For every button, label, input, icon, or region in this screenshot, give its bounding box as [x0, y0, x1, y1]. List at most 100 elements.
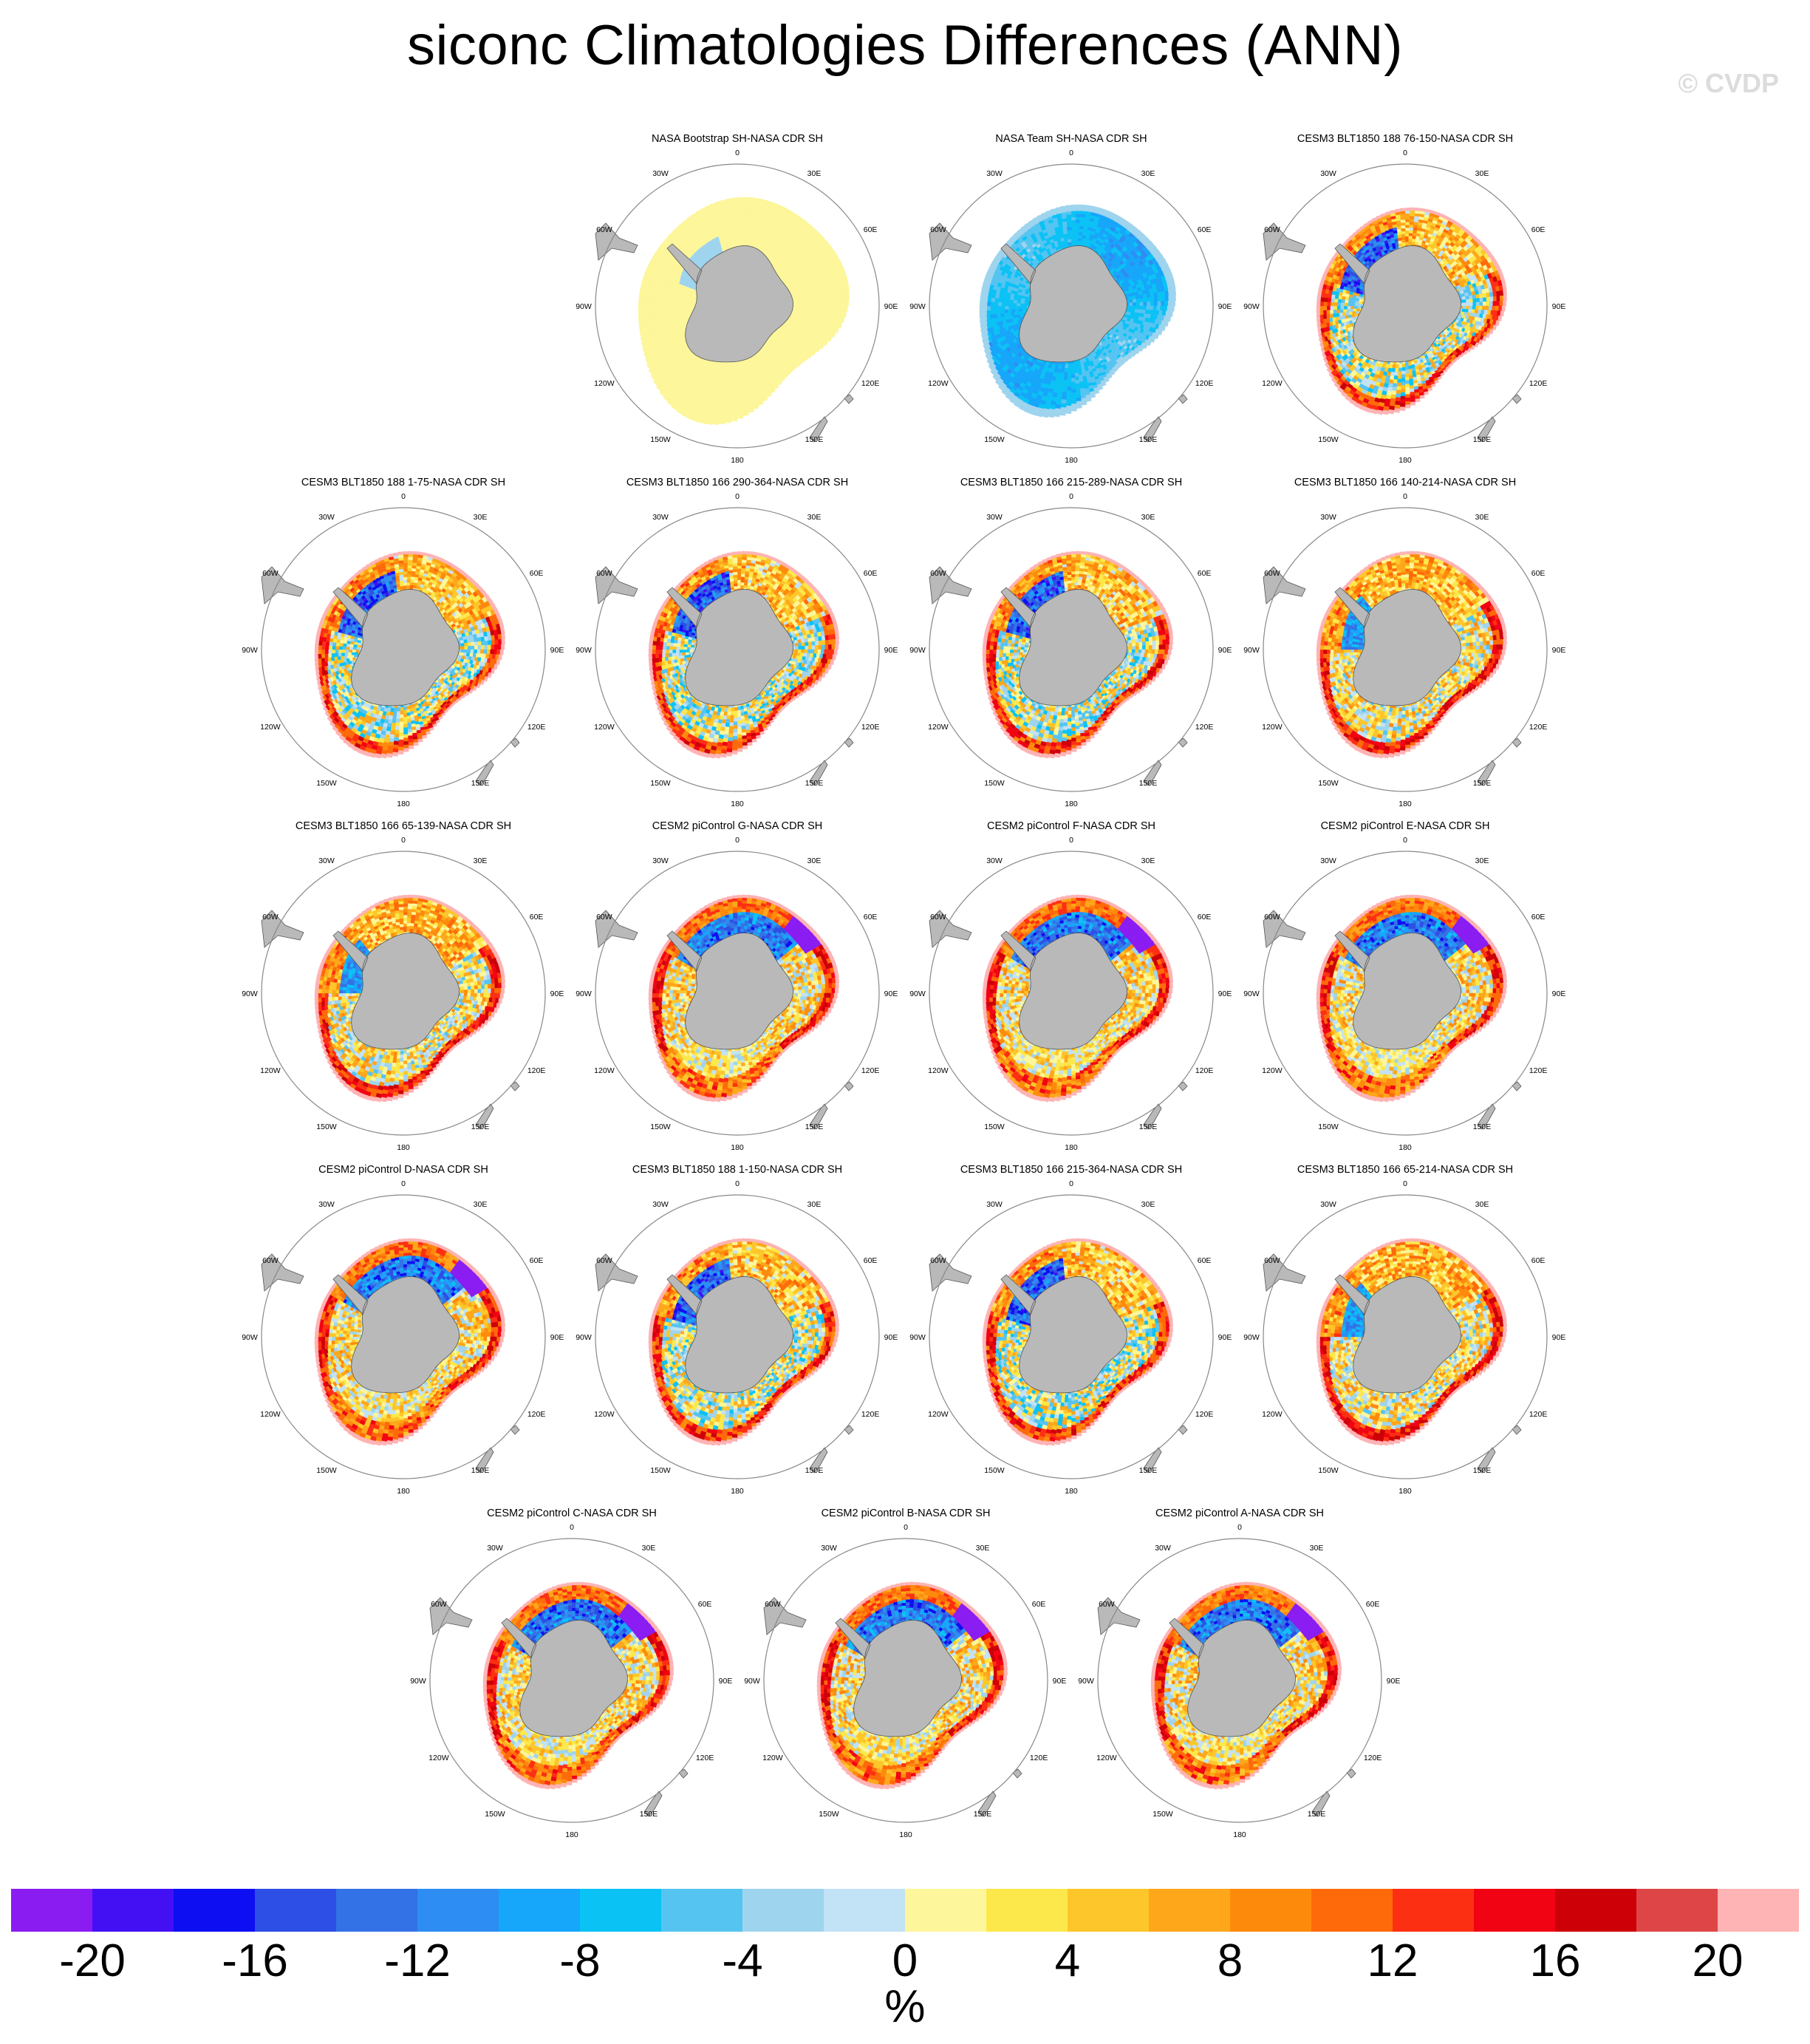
land-masses — [763, 1597, 1022, 1817]
longitude-label: 0 — [735, 149, 740, 157]
land-masses — [1263, 222, 1522, 443]
land-masses — [929, 566, 1188, 786]
longitude-label: 180 — [1065, 1487, 1078, 1496]
land-masses — [261, 1253, 520, 1474]
longitude-label: 60E — [1198, 913, 1212, 921]
map-boundary — [1097, 1538, 1382, 1823]
antarctica — [1000, 1274, 1127, 1394]
longitude-label: 60E — [1032, 1600, 1046, 1609]
longitude-label: 60E — [1531, 913, 1546, 921]
longitude-label: 150W — [316, 1466, 337, 1475]
polar-map: 0 30E 60E 90E 120E 150E 180 150W 120W 90W 60W 30W — [242, 836, 564, 1152]
longitude-label: 30W — [318, 513, 335, 522]
longitude-label: 30W — [1320, 856, 1336, 865]
longitude-label: 30E — [1475, 856, 1489, 865]
longitude-label: 90E — [1053, 1677, 1067, 1686]
antarctica — [666, 243, 793, 363]
antarctica — [1334, 243, 1461, 363]
longitude-label: 150E — [805, 1466, 824, 1475]
colorbar-swatch — [1718, 1889, 1799, 1932]
longitude-label: 150W — [984, 1466, 1005, 1475]
colorbar-swatch — [11, 1889, 93, 1932]
longitude-label: 150W — [819, 1810, 839, 1819]
longitude-label: 60W — [930, 1256, 946, 1265]
longitude-label: 120W — [928, 1410, 949, 1419]
longitude-label: 60E — [864, 225, 878, 234]
antarctica — [1334, 1274, 1461, 1394]
antarctica — [332, 930, 460, 1050]
antarctica — [1334, 930, 1461, 1050]
longitude-label: 120E — [861, 379, 880, 388]
longitude-label: 120W — [1262, 1066, 1283, 1075]
map-boundary — [929, 1194, 1214, 1479]
antarctica — [332, 1274, 460, 1394]
longitude-label: 0 — [1403, 836, 1407, 845]
tasmania — [844, 1425, 854, 1435]
south-america — [261, 1253, 304, 1292]
longitude-label: 30E — [807, 1200, 822, 1209]
longitude-label: 30E — [1310, 1544, 1324, 1553]
longitude-label: 30E — [1475, 169, 1489, 178]
longitude-label: 120E — [1195, 1410, 1214, 1419]
longitude-label: 60W — [431, 1600, 447, 1609]
longitude-label: 0 — [904, 1523, 908, 1532]
south-america — [595, 566, 638, 604]
siconc-difference-field — [648, 1238, 840, 1446]
longitude-labels: 0 30E 60E 90E 120E 150E 180 150W 120W 90W 60W 30W — [576, 149, 898, 465]
new-zealand — [1143, 760, 1162, 786]
new-zealand — [1477, 1103, 1496, 1130]
south-america — [929, 222, 972, 261]
longitude-label: 120E — [1529, 1066, 1548, 1075]
longitude-label: 60E — [864, 913, 878, 921]
longitude-label: 150E — [1139, 779, 1158, 788]
longitude-label: 180 — [731, 1487, 744, 1496]
longitude-label: 60W — [1264, 1256, 1280, 1265]
longitude-label: 30W — [986, 513, 1003, 522]
panel-title: CESM3 BLT1850 166 65-139-NASA CDR SH — [242, 820, 564, 832]
land-masses — [595, 222, 854, 443]
panel-title: CESM2 piControl G-NASA CDR SH — [576, 820, 898, 832]
colorbar-swatch — [1393, 1889, 1475, 1932]
longitude-label: 120W — [594, 379, 615, 388]
colorbar-tick-label: 4 — [1055, 1935, 1080, 1987]
longitude-label: 150W — [1318, 779, 1339, 788]
longitude-label: 150W — [316, 1123, 337, 1131]
polar-map: 0 30E 60E 90E 120E 150E 180 150W 120W 90W 60W 30W — [242, 492, 564, 808]
longitude-label: 180 — [565, 1830, 578, 1839]
longitude-label: 0 — [1403, 492, 1407, 501]
tasmania — [510, 1425, 520, 1435]
longitude-label: 60E — [1198, 1256, 1212, 1265]
map-boundary — [595, 851, 880, 1136]
longitude-label: 120W — [260, 1066, 281, 1075]
south-america — [595, 910, 638, 948]
colorbar-swatch — [1555, 1889, 1637, 1932]
land-masses — [429, 1597, 689, 1817]
colorbar-swatch — [742, 1889, 824, 1932]
colorbar-swatch — [336, 1889, 418, 1932]
longitude-label: 30W — [986, 856, 1003, 865]
tasmania — [1178, 1425, 1188, 1435]
longitude-labels: 0 30E 60E 90E 120E 150E 180 150W 120W 90W 60W 30W — [1243, 1179, 1565, 1496]
longitude-label: 90E — [884, 646, 898, 655]
longitude-label: 180 — [1399, 1143, 1412, 1152]
longitude-label: 0 — [1069, 149, 1073, 157]
longitude-label: 30W — [652, 169, 669, 178]
longitude-label: 30W — [487, 1544, 503, 1553]
colorbar-swatch — [986, 1889, 1068, 1932]
longitude-label: 120E — [1195, 723, 1214, 732]
longitude-label: 60W — [1099, 1600, 1115, 1609]
polar-map: 0 30E 60E 90E 120E 150E 180 150W 120W 90W 60W 30W — [576, 836, 898, 1152]
land-masses — [595, 1253, 854, 1474]
longitude-label: 30W — [652, 1200, 669, 1209]
longitude-label: 180 — [1233, 1830, 1246, 1839]
longitude-label: 90E — [1552, 989, 1566, 998]
new-zealand — [1477, 760, 1496, 786]
longitude-label: 0 — [735, 836, 740, 845]
longitude-label: 180 — [731, 456, 744, 465]
longitude-label: 0 — [1403, 149, 1407, 157]
longitude-label: 90E — [550, 1333, 564, 1342]
longitude-label: 90W — [242, 989, 258, 998]
siconc-difference-field — [638, 197, 850, 426]
tasmania — [1346, 1768, 1356, 1779]
panel-title: CESM2 piControl C-NASA CDR SH — [411, 1508, 733, 1519]
